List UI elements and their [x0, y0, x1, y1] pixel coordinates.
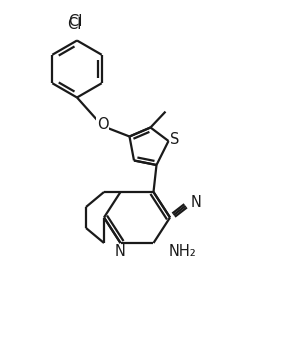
Text: Cl: Cl [68, 14, 83, 29]
Text: S: S [171, 132, 180, 147]
Text: N: N [114, 244, 125, 260]
Text: Cl: Cl [67, 17, 82, 32]
Text: NH₂: NH₂ [169, 244, 197, 259]
Text: N: N [190, 195, 201, 210]
Text: O: O [97, 117, 108, 132]
